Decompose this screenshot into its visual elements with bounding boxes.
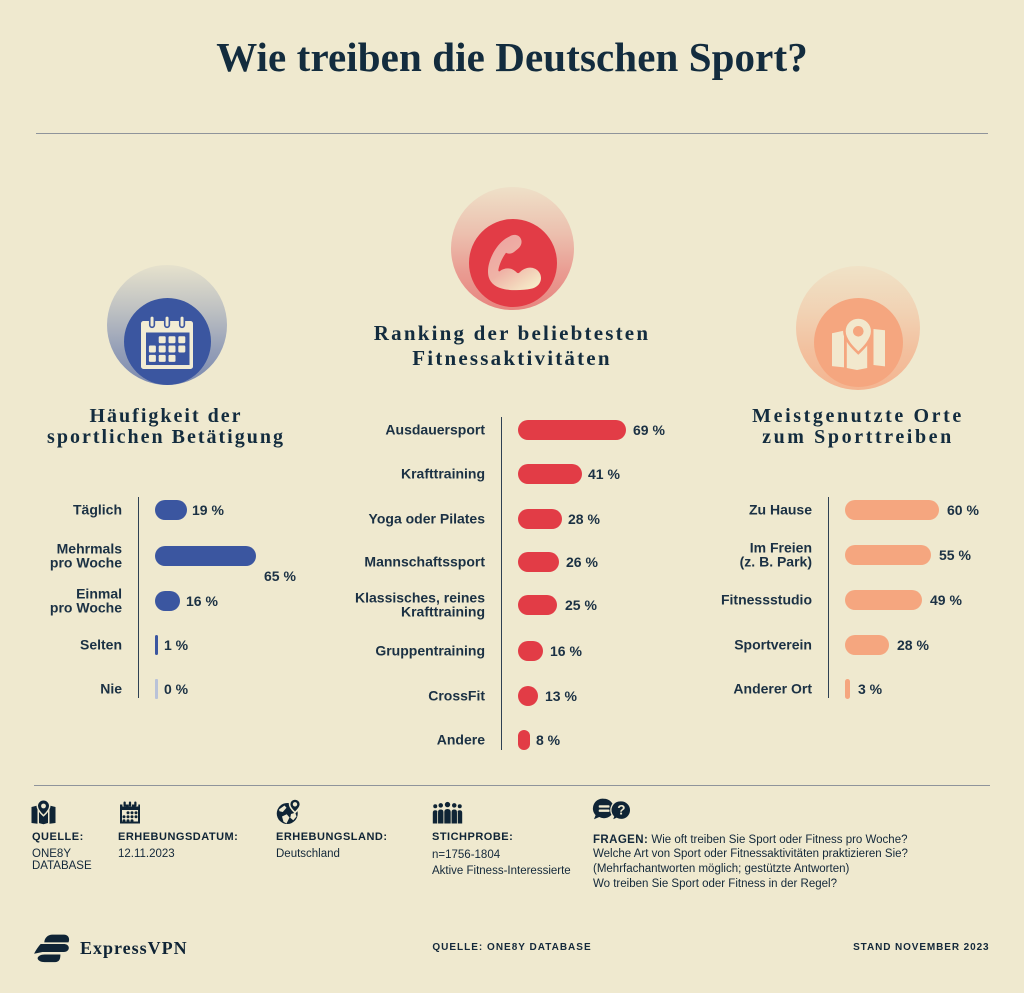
svg-text:?: ? [617,803,625,818]
